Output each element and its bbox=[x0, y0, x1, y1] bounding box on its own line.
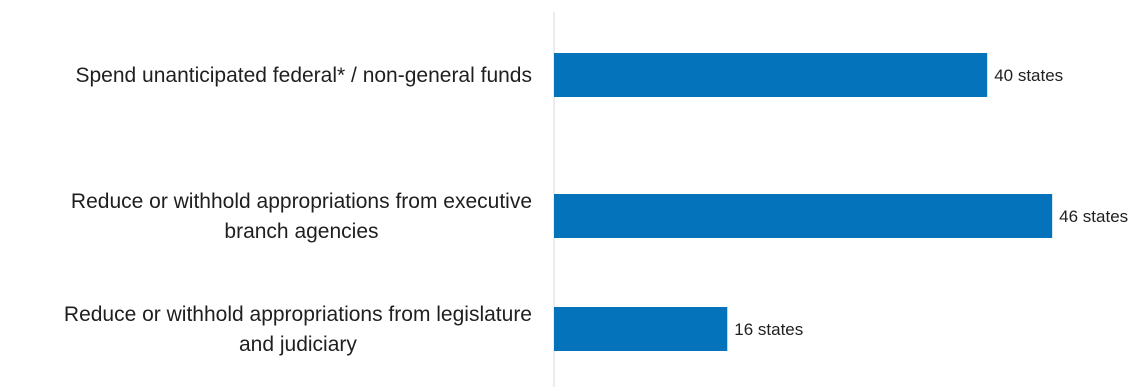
bar-2 bbox=[554, 307, 728, 351]
category-label-line: and judiciary bbox=[239, 333, 357, 356]
category-labels-group: Spend unanticipated federal* / non-gener… bbox=[64, 64, 532, 356]
category-label-2: Reduce or withhold appropriations from l… bbox=[64, 303, 532, 356]
bar-0 bbox=[554, 53, 988, 97]
bars-group bbox=[554, 53, 1053, 351]
category-label-1: Reduce or withhold appropriations from e… bbox=[71, 190, 532, 243]
data-labels-group: 40 states 46 states 16 states bbox=[734, 66, 1128, 339]
category-label-line: Reduce or withhold appropriations from l… bbox=[64, 303, 532, 326]
category-label-line: Spend unanticipated federal* / non-gener… bbox=[75, 64, 532, 87]
data-label-1: 46 states bbox=[1059, 207, 1128, 226]
bar-1 bbox=[554, 194, 1053, 238]
data-label-2: 16 states bbox=[734, 320, 803, 339]
category-label-line: Reduce or withhold appropriations from e… bbox=[71, 190, 532, 213]
category-label-0: Spend unanticipated federal* / non-gener… bbox=[75, 64, 532, 87]
data-label-0: 40 states bbox=[994, 66, 1063, 85]
category-label-line: branch agencies bbox=[224, 220, 378, 243]
